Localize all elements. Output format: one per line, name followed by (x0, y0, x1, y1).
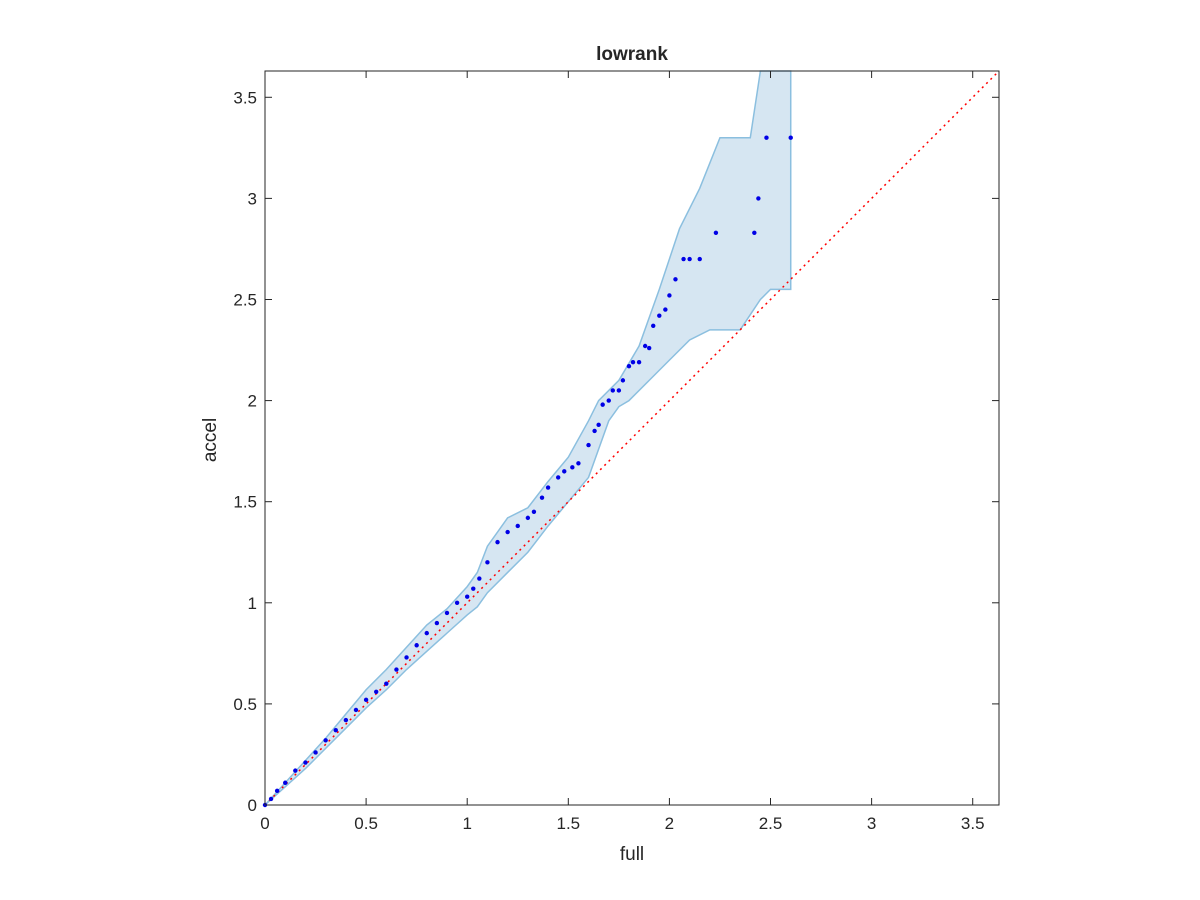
data-point (394, 667, 399, 672)
data-point (562, 469, 567, 474)
axes-box (264, 70, 1000, 806)
y-tick-label: 1.5 (233, 493, 257, 512)
data-point (444, 610, 450, 616)
chart-title: lowrank (596, 44, 668, 65)
data-point (268, 796, 274, 802)
data-point (313, 750, 318, 755)
data-point (657, 313, 662, 318)
data-point (525, 515, 531, 521)
y-tick-label: 0.5 (233, 695, 257, 714)
data-point (424, 630, 429, 636)
x-tick-label: 3 (867, 814, 876, 833)
axes: 0 0.5 1 1.5 2 2.5 3 3.5 0 0.5 1 1.5 2 2.5 3 3.5 (233, 70, 1000, 833)
confidence-band (264, 70, 792, 806)
data-point (663, 307, 668, 312)
x-tick-label: 2 (665, 814, 674, 833)
data-point (596, 422, 601, 428)
data-point (651, 323, 656, 328)
data-point (756, 196, 761, 201)
data-point (636, 359, 642, 365)
x-tick-label: 0 (260, 814, 269, 833)
data-point (545, 485, 551, 490)
data-point (404, 655, 409, 660)
x-axis-label: full (620, 844, 644, 865)
data-point (788, 135, 793, 140)
data-point (592, 428, 597, 434)
data-point (681, 256, 686, 262)
reference-line (264, 70, 1000, 806)
data-point (713, 230, 719, 235)
data-point (687, 256, 692, 262)
data-point (434, 620, 440, 626)
data-point (283, 780, 288, 785)
y-tick-label: 2 (248, 392, 257, 411)
y-tick-label: 3.5 (233, 88, 257, 107)
data-point (454, 600, 460, 605)
data-point (673, 277, 678, 282)
data-point (697, 256, 702, 262)
data-point (610, 388, 615, 393)
data-point (485, 560, 490, 565)
data-point (576, 461, 581, 466)
data-point (586, 442, 591, 448)
data-point (646, 345, 652, 351)
data-point (495, 539, 500, 545)
y-tick-label: 3 (248, 189, 257, 208)
x-tick-label: 1 (462, 814, 471, 833)
plot-area (262, 70, 1000, 808)
data-point (384, 681, 389, 686)
data-point (531, 509, 537, 515)
data-point (555, 475, 561, 480)
y-tick-label: 0 (248, 796, 257, 815)
data-point (363, 697, 369, 703)
data-point (477, 576, 482, 581)
x-tick-label: 0.5 (354, 814, 378, 833)
data-point (752, 230, 757, 235)
data-point (303, 760, 308, 765)
data-point (539, 495, 545, 500)
data-point (414, 643, 419, 648)
data-point (471, 586, 476, 591)
y-axis-label: accel (200, 418, 221, 462)
data-point (505, 529, 510, 535)
data-point (616, 388, 622, 393)
data-point (274, 788, 280, 794)
y-tick-label: 1 (248, 594, 257, 613)
data-point (642, 343, 648, 349)
data-point (620, 378, 626, 383)
data-point (630, 359, 636, 365)
x-tick-label: 3.5 (961, 814, 985, 833)
data-point (343, 717, 349, 723)
data-point (626, 364, 632, 369)
data-point (293, 768, 298, 773)
data-point (764, 135, 769, 140)
y-tick-label: 2.5 (233, 290, 257, 309)
data-point (600, 402, 605, 407)
data-point (353, 707, 359, 713)
data-point (515, 523, 520, 529)
data-point (323, 738, 328, 743)
x-tick-label: 1.5 (556, 814, 580, 833)
data-point (606, 398, 611, 403)
data-point (374, 689, 379, 694)
x-tick-label: 2.5 (759, 814, 783, 833)
data-point (570, 465, 575, 470)
data-point (465, 594, 470, 599)
data-point (667, 293, 672, 298)
data-point (333, 727, 338, 733)
